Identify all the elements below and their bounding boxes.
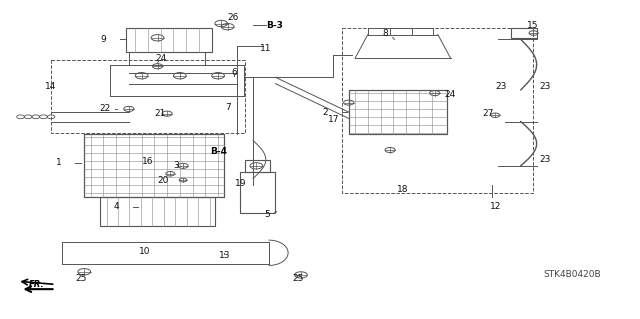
Bar xyxy=(241,172,275,213)
Text: 24: 24 xyxy=(155,54,166,63)
Text: STK4B0420B: STK4B0420B xyxy=(543,271,600,279)
Bar xyxy=(349,90,447,134)
Bar xyxy=(84,134,225,197)
Text: 6: 6 xyxy=(231,68,237,77)
Text: 27: 27 xyxy=(483,109,494,118)
Text: 15: 15 xyxy=(527,21,539,30)
Bar xyxy=(125,28,212,52)
Text: 18: 18 xyxy=(396,185,408,194)
Bar xyxy=(84,134,225,197)
Text: 8: 8 xyxy=(383,28,388,38)
Text: 9: 9 xyxy=(100,35,106,44)
Bar xyxy=(246,160,269,172)
Text: 11: 11 xyxy=(259,44,271,53)
Text: 26: 26 xyxy=(228,13,239,22)
Text: 16: 16 xyxy=(141,157,153,166)
Bar xyxy=(511,28,537,38)
Text: 19: 19 xyxy=(235,179,246,188)
Text: FR.: FR. xyxy=(29,280,44,289)
Text: B-4: B-4 xyxy=(210,147,227,156)
Bar xyxy=(51,60,246,133)
Text: 20: 20 xyxy=(157,175,169,185)
Text: 23: 23 xyxy=(540,82,551,91)
Text: 10: 10 xyxy=(139,247,150,256)
Text: 12: 12 xyxy=(490,202,501,211)
Text: 13: 13 xyxy=(219,251,230,260)
Bar xyxy=(100,197,215,226)
Text: 25: 25 xyxy=(76,274,87,283)
Text: 14: 14 xyxy=(45,82,57,91)
Bar xyxy=(342,28,534,193)
Text: 17: 17 xyxy=(328,115,339,124)
Text: 3: 3 xyxy=(173,161,179,170)
Text: 23: 23 xyxy=(495,82,507,91)
Text: 4: 4 xyxy=(114,203,119,211)
Text: 1: 1 xyxy=(56,158,62,167)
Text: 7: 7 xyxy=(225,103,230,112)
Text: 5: 5 xyxy=(264,210,270,219)
Text: 25: 25 xyxy=(292,274,303,283)
Text: 23: 23 xyxy=(540,155,551,164)
Bar xyxy=(349,90,447,134)
Text: 22: 22 xyxy=(100,104,111,113)
Text: B-3: B-3 xyxy=(266,21,283,30)
Text: 24: 24 xyxy=(444,90,456,99)
Text: 2: 2 xyxy=(323,108,328,116)
Text: 21: 21 xyxy=(154,109,166,118)
